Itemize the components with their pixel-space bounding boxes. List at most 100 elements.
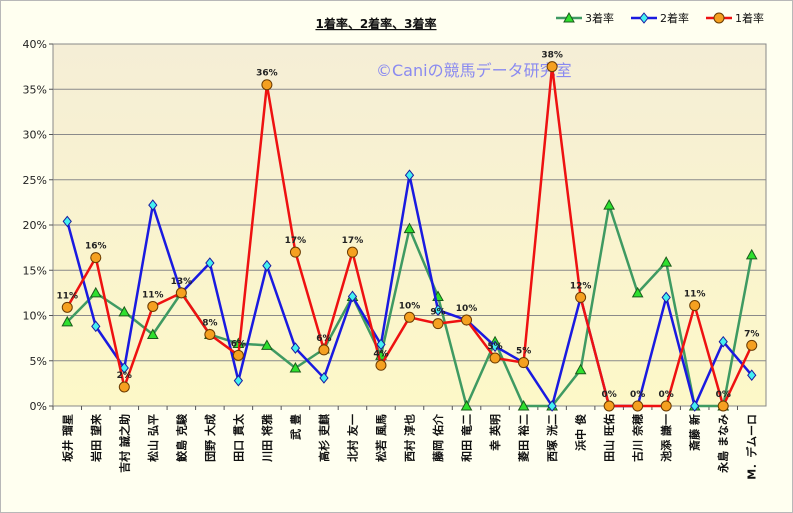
data-label: 0% <box>716 390 731 400</box>
data-label: 13% <box>171 277 193 287</box>
x-tick-label: M．デムーロ <box>745 414 759 480</box>
x-tick-label: 武 豊 <box>288 414 302 440</box>
chart-title: 1着率、2着率、3着率 <box>315 16 436 31</box>
data-point <box>290 342 301 354</box>
data-point <box>404 169 415 182</box>
data-point <box>62 215 72 228</box>
data-label: 38% <box>541 51 563 61</box>
data-label: 10% <box>456 304 478 314</box>
x-tick-label: 西村 淳也 <box>403 414 417 462</box>
legend-marker <box>639 12 649 24</box>
y-tick-label: 35% <box>23 83 47 96</box>
data-labels: 11% 16% 2% 11% 13% 8% 6% 36% 17% 6% 17% 4% 10% 9% 10% 5… <box>56 51 759 400</box>
data-point <box>603 199 615 210</box>
data-point <box>232 349 244 361</box>
data-point <box>547 400 557 412</box>
data-label: 36% <box>256 69 278 79</box>
data-point <box>118 305 131 317</box>
legend-label: 2着率 <box>660 11 689 25</box>
data-point <box>603 400 615 412</box>
legend-item: 3着率 <box>556 11 614 25</box>
data-point <box>376 338 386 351</box>
data-point <box>147 300 159 312</box>
data-point <box>574 363 587 375</box>
series-group <box>61 61 758 412</box>
x-tick-label: 吉村 誠之助 <box>117 414 131 473</box>
data-point <box>747 369 757 382</box>
data-point <box>460 399 473 411</box>
data-point <box>205 257 215 269</box>
data-label: 0% <box>659 390 674 400</box>
data-point <box>690 400 700 412</box>
y-axis: 0% 5% 10% 15% 20% 25% 30% 35% 40% <box>23 38 53 413</box>
data-label: 4% <box>373 349 388 359</box>
data-point <box>489 352 501 364</box>
x-tick-label: 岩田 望来 <box>89 413 103 463</box>
legend: 3着率 2着率 1着率 <box>556 11 764 25</box>
data-point <box>661 291 671 304</box>
data-label: 11% <box>142 290 164 300</box>
x-tick-label: 田山 旺佑 <box>602 414 616 462</box>
data-point <box>404 311 415 323</box>
x-tick-label: 池添 謙一 <box>659 414 673 462</box>
data-label: 8% <box>202 319 217 329</box>
legend-label: 3着率 <box>585 11 614 25</box>
data-point <box>546 61 558 73</box>
data-point <box>660 400 672 412</box>
data-point <box>61 315 74 327</box>
data-point <box>746 339 758 351</box>
data-point <box>148 199 158 211</box>
data-point <box>346 246 358 258</box>
x-tick-label: 菱田 裕二 <box>517 414 531 462</box>
data-point <box>89 286 102 298</box>
y-tick-label: 15% <box>23 264 47 277</box>
x-tick-label: 松若 風馬 <box>374 414 388 462</box>
data-label: 7% <box>744 329 759 339</box>
x-tick-label: 北村 友一 <box>345 414 359 462</box>
data-point <box>689 300 701 312</box>
y-tick-label: 20% <box>23 219 47 232</box>
data-point <box>233 374 244 387</box>
data-label: 12% <box>570 281 592 291</box>
data-point <box>262 259 272 272</box>
data-point <box>91 320 101 333</box>
data-point <box>660 256 673 267</box>
x-tick-label: 浜中 俊 <box>574 414 588 451</box>
data-label: 0% <box>630 390 645 400</box>
y-tick-label: 0% <box>30 400 47 413</box>
data-point <box>575 291 587 303</box>
x-tick-label: 斎藤 新 <box>688 414 702 451</box>
data-point <box>261 339 273 350</box>
data-point <box>717 400 729 412</box>
data-point <box>90 252 102 264</box>
legend-item: 1着率 <box>706 11 764 25</box>
data-point <box>61 301 73 313</box>
data-point <box>632 400 644 412</box>
data-label: 6% <box>231 339 246 349</box>
data-point <box>432 318 444 330</box>
data-label: 17% <box>342 236 364 246</box>
y-tick-label: 10% <box>23 310 47 323</box>
x-tick-label: 幸 英明 <box>488 414 502 451</box>
data-label: 5% <box>487 342 502 352</box>
data-point <box>518 357 530 369</box>
x-tick-label: 松山 弘平 <box>146 414 160 462</box>
data-label: 5% <box>516 347 531 357</box>
data-point <box>289 361 302 373</box>
data-point <box>631 286 644 298</box>
data-point <box>289 246 301 258</box>
x-tick-label: 藤岡 佑介 <box>431 413 445 462</box>
x-tick-label: 和田 竜二 <box>460 414 474 462</box>
x-tick-label: 鮫島 克駿 <box>174 413 188 462</box>
x-tick-label: 田口 貫太 <box>231 413 245 462</box>
data-point <box>490 340 500 353</box>
data-label: 17% <box>285 236 307 246</box>
data-label: 11% <box>56 291 78 301</box>
data-point <box>204 329 216 341</box>
data-point <box>119 362 129 374</box>
data-label: 0% <box>601 390 616 400</box>
legend-item: 2着率 <box>631 11 689 25</box>
x-tick-label: 永島 まなみ <box>716 414 730 474</box>
